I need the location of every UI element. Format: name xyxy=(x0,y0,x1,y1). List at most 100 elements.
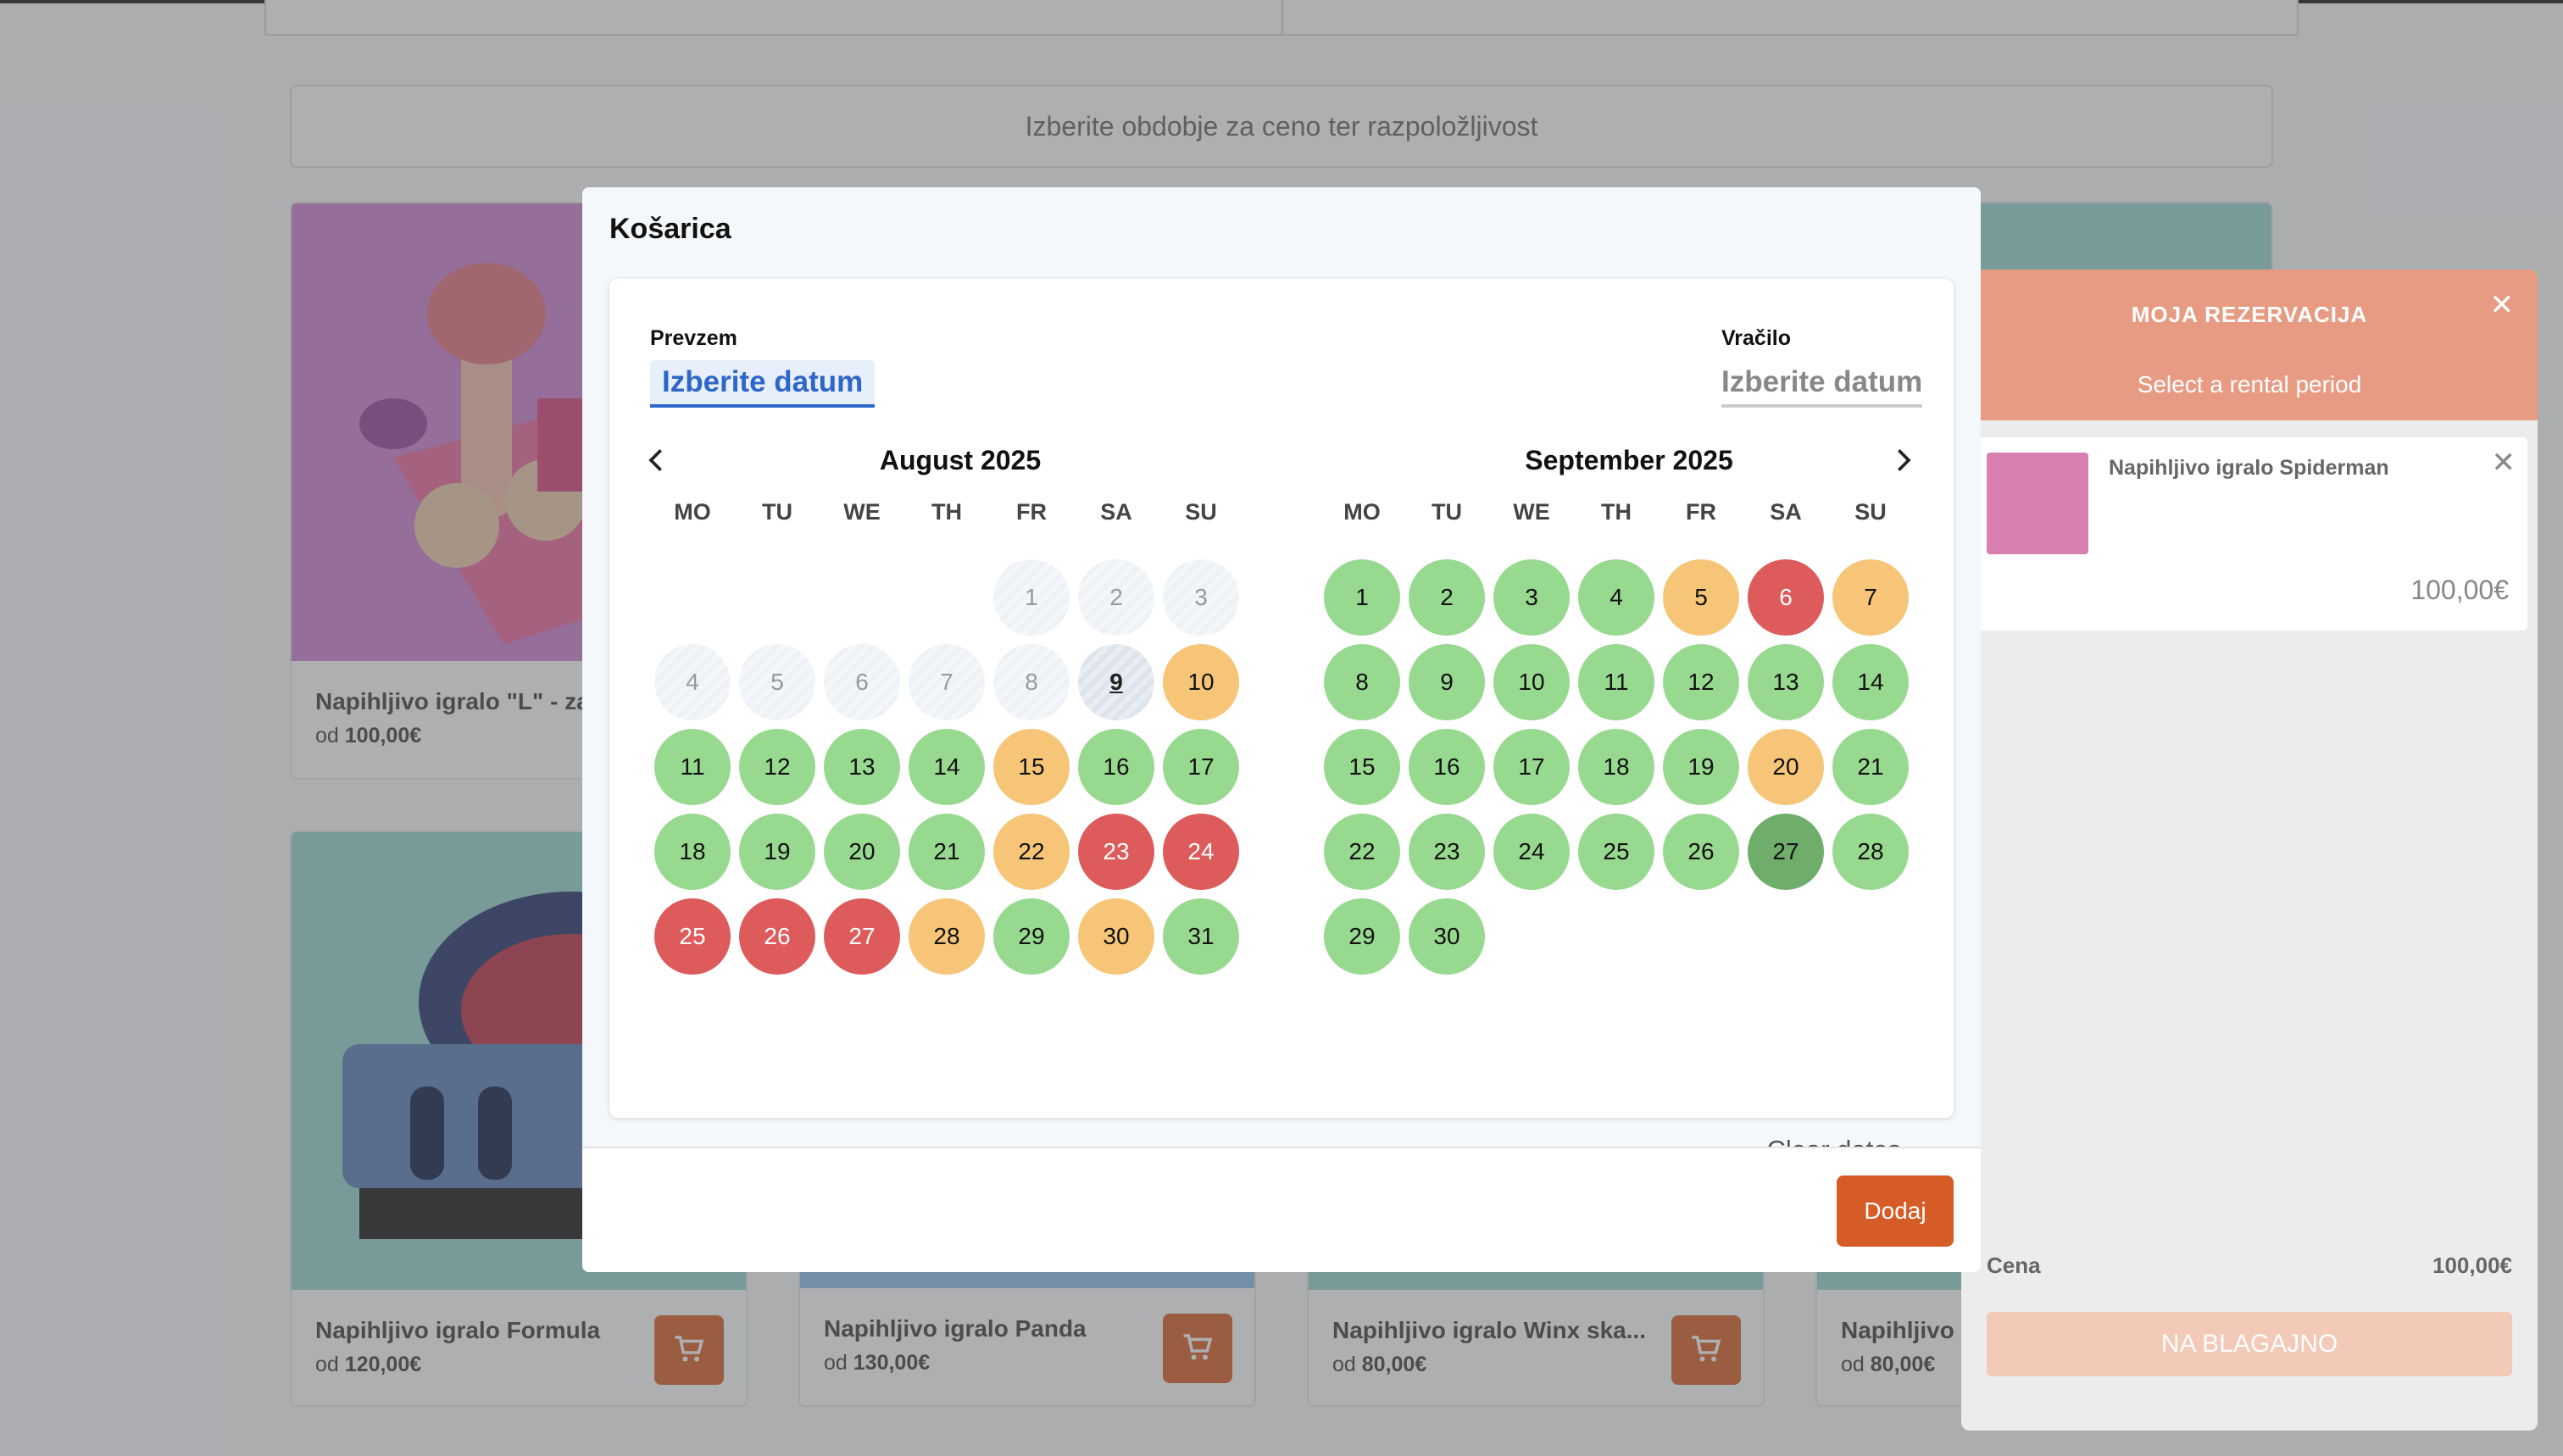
calendar-day[interactable]: 21 xyxy=(1832,729,1909,805)
calendar-day[interactable]: 3 xyxy=(1493,559,1570,636)
price-value: 130,00€ xyxy=(853,1351,931,1375)
calendar-day[interactable]: 20 xyxy=(824,814,900,890)
calendar-day[interactable]: 29 xyxy=(1324,898,1400,975)
calendar-day[interactable]: 12 xyxy=(739,729,815,805)
calendar-day[interactable]: 24 xyxy=(1163,814,1239,890)
close-icon[interactable]: ✕ xyxy=(2489,289,2515,321)
weekday-label: SU xyxy=(1854,499,1887,525)
weekday-label: WE xyxy=(1513,499,1550,525)
calendar-day[interactable]: 17 xyxy=(1493,729,1570,805)
calendar-day[interactable]: 21 xyxy=(909,814,985,890)
calendar-day[interactable]: 18 xyxy=(654,814,731,890)
calendar-day[interactable]: 2 xyxy=(1409,559,1485,636)
add-to-cart-button[interactable] xyxy=(1671,1315,1741,1385)
calendar-day[interactable]: 30 xyxy=(1409,898,1485,975)
price-prefix: od xyxy=(1332,1353,1356,1376)
modal-body: Košarica Prevzem Izberite datum Vračilo … xyxy=(582,187,1981,1164)
calendar-day[interactable]: 8 xyxy=(1324,644,1400,720)
add-button[interactable]: Dodaj xyxy=(1837,1175,1954,1247)
calendar-day[interactable]: 19 xyxy=(739,814,815,890)
next-month-button[interactable] xyxy=(1884,440,1925,481)
calendar-day[interactable]: 11 xyxy=(1578,644,1654,720)
calendar-day[interactable]: 17 xyxy=(1163,729,1239,805)
calendar-day[interactable]: 27 xyxy=(824,898,900,975)
calendar-day[interactable]: 10 xyxy=(1163,644,1239,720)
cart-icon xyxy=(1183,1334,1213,1360)
add-to-cart-button[interactable] xyxy=(654,1315,724,1385)
product-name[interactable]: Napihljivo igralo Panda xyxy=(824,1315,1087,1342)
weekday-label: MO xyxy=(674,499,711,525)
reservation-header: MOJA REZERVACIJA Select a rental period … xyxy=(1961,270,2538,420)
calendar-day[interactable]: 23 xyxy=(1409,814,1485,890)
calendar-day[interactable]: 28 xyxy=(1832,814,1909,890)
calendar-day[interactable]: 14 xyxy=(909,729,985,805)
checkout-button[interactable]: NA BLAGAJNO xyxy=(1987,1312,2512,1376)
calendar-day[interactable]: 28 xyxy=(909,898,985,975)
calendar-day[interactable]: 16 xyxy=(1409,729,1485,805)
calendar-day[interactable]: 15 xyxy=(993,729,1070,805)
product-name[interactable]: Napihljivo igralo Winx ska... xyxy=(1332,1317,1647,1343)
price-prefix: od xyxy=(1841,1353,1865,1376)
return-date-input[interactable]: Izberite datum xyxy=(1721,360,1923,408)
price-prefix: od xyxy=(824,1351,848,1375)
calendar-day[interactable]: 24 xyxy=(1493,814,1570,890)
calendar-day[interactable]: 20 xyxy=(1748,729,1824,805)
calendar-day[interactable]: 4 xyxy=(1578,559,1654,636)
calendar-day: 4 xyxy=(654,644,731,720)
month-title: September 2025 xyxy=(1525,445,1733,475)
calendar-day[interactable]: 22 xyxy=(993,814,1070,890)
calendar-day[interactable]: 19 xyxy=(1663,729,1739,805)
calendar-day: 3 xyxy=(1163,559,1239,636)
calendar-day[interactable]: 18 xyxy=(1578,729,1654,805)
calendar-day[interactable]: 13 xyxy=(824,729,900,805)
calendar-day[interactable]: 23 xyxy=(1078,814,1154,890)
prev-month-button[interactable] xyxy=(635,440,675,481)
pickup-label: Prevzem xyxy=(650,326,737,350)
calendar-day[interactable]: 11 xyxy=(654,729,731,805)
chevron-right-icon xyxy=(1898,449,1911,471)
calendar-day[interactable]: 9 xyxy=(1078,644,1154,720)
total-label: Cena xyxy=(1987,1253,2041,1278)
calendar-day[interactable]: 14 xyxy=(1832,644,1909,720)
remove-item-icon[interactable]: ✕ xyxy=(2491,447,2516,479)
price-value: 80,00€ xyxy=(1870,1353,1936,1376)
price-value: 100,00€ xyxy=(344,724,422,747)
calendar-day[interactable]: 12 xyxy=(1663,644,1739,720)
calendar-day[interactable]: 31 xyxy=(1163,898,1239,975)
calendar-day[interactable]: 1 xyxy=(1324,559,1400,636)
calendar-day[interactable]: 5 xyxy=(1663,559,1739,636)
price-value: 120,00€ xyxy=(344,1353,422,1376)
product-name[interactable]: Napihljivo igralo Formula xyxy=(315,1317,601,1343)
calendar-day[interactable]: 16 xyxy=(1078,729,1154,805)
item-name: Napihljivo igralo Spiderman xyxy=(2109,456,2389,480)
reservation-subtitle: Select a rental period xyxy=(2137,371,2362,397)
cart-icon xyxy=(1692,1336,1721,1362)
calendar-day[interactable]: 26 xyxy=(1663,814,1739,890)
product-name[interactable]: Napihljivo xyxy=(1841,1317,1954,1343)
weekday-label: WE xyxy=(843,499,881,525)
calendar-day[interactable]: 27 xyxy=(1748,814,1824,890)
calendar-day[interactable]: 22 xyxy=(1324,814,1400,890)
calendar-day[interactable]: 26 xyxy=(739,898,815,975)
calendar-day[interactable]: 29 xyxy=(993,898,1070,975)
period-prompt[interactable]: Izberite obdobje za ceno ter razpoložlji… xyxy=(290,85,2273,168)
calendar-day[interactable]: 15 xyxy=(1324,729,1400,805)
chevron-left-icon xyxy=(648,449,662,471)
calendar-day[interactable]: 25 xyxy=(654,898,731,975)
calendar-day[interactable]: 30 xyxy=(1078,898,1154,975)
calendar-day[interactable]: 10 xyxy=(1493,644,1570,720)
product-name[interactable]: Napihljivo igralo "L" - za xyxy=(315,688,590,714)
calendar-day[interactable]: 9 xyxy=(1409,644,1485,720)
reservation-item: Napihljivo igralo Spiderman ✕ 100,00€ xyxy=(1973,437,2527,631)
calendar-day[interactable]: 25 xyxy=(1578,814,1654,890)
modal-footer: Dodaj xyxy=(582,1147,1981,1272)
reservation-panel: MOJA REZERVACIJA Select a rental period … xyxy=(1961,270,2538,1431)
add-to-cart-button[interactable] xyxy=(1163,1314,1232,1383)
calendar-day[interactable]: 7 xyxy=(1832,559,1909,636)
weekday-label: TH xyxy=(1601,499,1632,525)
price-prefix: od xyxy=(315,724,339,747)
pickup-date-input[interactable]: Izberite datum xyxy=(650,360,876,408)
calendar-day[interactable]: 6 xyxy=(1748,559,1824,636)
total-value: 100,00€ xyxy=(2432,1253,2512,1278)
calendar-day[interactable]: 13 xyxy=(1748,644,1824,720)
